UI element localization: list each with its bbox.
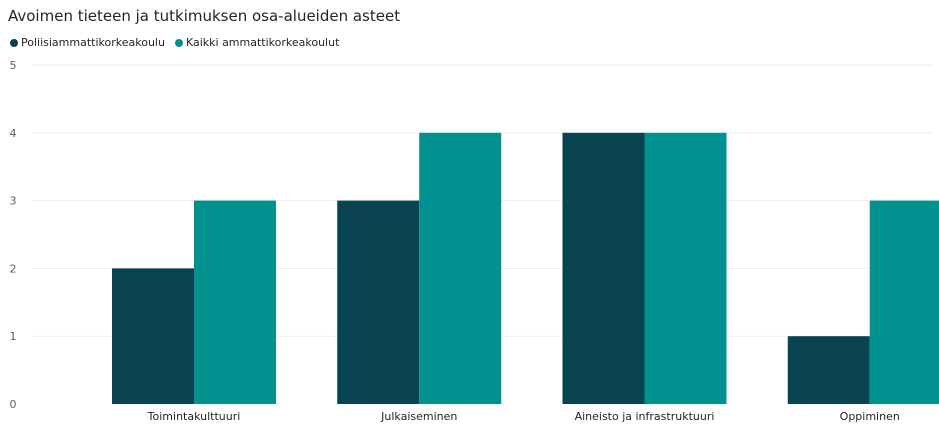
legend-item-series-2[interactable]: Kaikki ammattikorkeakoulut — [174, 36, 340, 49]
bar-2-2[interactable] — [419, 132, 502, 405]
x-tick-label-1: Toimintakulttuuri — [147, 410, 241, 423]
bar-1-3[interactable] — [562, 132, 645, 405]
bar-2-3[interactable] — [644, 132, 727, 405]
y-tick-label-4: 4 — [10, 127, 17, 140]
bar-2-1[interactable] — [194, 200, 276, 404]
chart-legend: Poliisiammattikorkeakoulu Kaikki ammatti… — [10, 36, 339, 49]
x-tick-label-4: Oppiminen — [840, 410, 900, 423]
legend-swatch-series-2 — [174, 38, 183, 47]
legend-label-series-1: Poliisiammattikorkeakoulu — [21, 36, 165, 49]
y-tick-label-3: 3 — [10, 195, 17, 208]
bar-2-4[interactable] — [869, 200, 939, 404]
x-tick-label-2: Julkaiseminen — [380, 410, 457, 423]
x-tick-label-3: Aineisto ja infrastruktuuri — [575, 410, 715, 423]
bar-1-2[interactable] — [337, 200, 420, 404]
legend-label-series-2: Kaikki ammattikorkeakoulut — [185, 36, 340, 49]
bar-1-4[interactable] — [787, 336, 870, 404]
y-tick-label-1: 1 — [10, 330, 17, 343]
y-tick-label-0: 0 — [10, 398, 17, 411]
y-tick-label-2: 2 — [10, 262, 17, 275]
y-tick-label-5: 5 — [10, 59, 17, 72]
bar-1-1[interactable] — [112, 268, 194, 404]
legend-swatch-series-1 — [10, 38, 18, 47]
legend-item-series-1[interactable]: Poliisiammattikorkeakoulu — [10, 36, 165, 49]
chart-title: Avoimen tieteen ja tutkimuksen osa-aluei… — [8, 7, 401, 25]
